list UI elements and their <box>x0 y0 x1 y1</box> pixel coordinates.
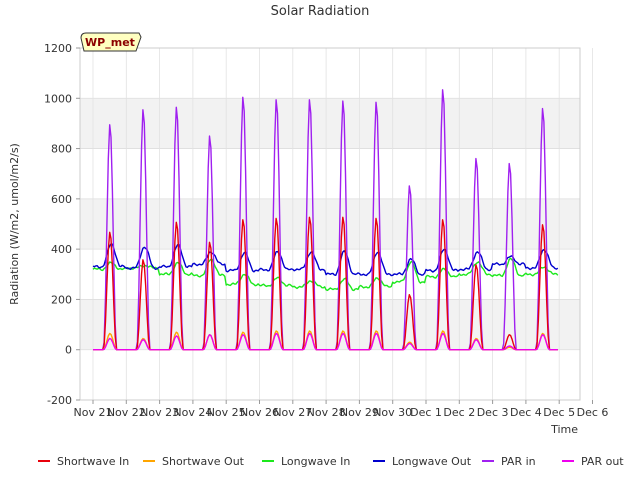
x-tick-label: Dec 6 <box>577 406 609 419</box>
y-tick-label: -200 <box>47 394 72 407</box>
x-tick-label: Nov 29 <box>340 406 379 419</box>
x-tick-label: Nov 28 <box>307 406 346 419</box>
x-tick-label: Dec 3 <box>477 406 509 419</box>
x-tick-label: Dec 2 <box>443 406 475 419</box>
y-tick-label: 0 <box>65 344 72 357</box>
x-tick-label: Nov 23 <box>140 406 179 419</box>
x-tick-label: Nov 25 <box>207 406 246 419</box>
legend-label: Longwave Out <box>392 455 472 468</box>
x-tick-label: Nov 24 <box>173 406 212 419</box>
legend-label: Shortwave In <box>57 455 129 468</box>
plot-border <box>79 47 581 401</box>
y-axis-label: Radiation (W/m2, umol/m2/s) <box>8 143 21 305</box>
x-axis-label: Time <box>550 423 578 436</box>
x-tick-label: Dec 1 <box>410 406 442 419</box>
y-axis-ticks: -200 0 200 400 600 800 1000 1200 <box>44 42 80 407</box>
y-tick-label: 200 <box>51 293 72 306</box>
grid-band <box>80 299 580 350</box>
legend: Shortwave In Shortwave Out Longwave In Long… <box>38 455 624 468</box>
chart-title: Solar Radiation <box>271 4 370 19</box>
x-tick-label: Nov 21 <box>74 406 113 419</box>
x-tick-label: Dec 5 <box>543 406 575 419</box>
grid-band <box>80 98 580 149</box>
y-tick-label: 800 <box>51 143 72 156</box>
legend-label: PAR out <box>581 455 624 468</box>
x-tick-label: Nov 22 <box>107 406 146 419</box>
station-annotation: WP_met <box>80 32 142 52</box>
y-tick-label: 1200 <box>44 42 72 55</box>
series-line-par-out <box>93 332 558 351</box>
x-tick-label: Nov 30 <box>373 406 412 419</box>
y-tick-label: 600 <box>51 193 72 206</box>
x-tick-label: Nov 27 <box>273 406 312 419</box>
annotation-box <box>80 32 142 52</box>
y-tick-label: 1000 <box>44 92 72 105</box>
grid-band <box>80 198 580 250</box>
x-tick-label: Nov 26 <box>240 406 279 419</box>
legend-label: PAR in <box>501 455 536 468</box>
legend-label: Longwave In <box>281 455 350 468</box>
series-line-longwave-out <box>92 243 559 277</box>
legend-label: Shortwave Out <box>162 455 245 468</box>
series-layer <box>92 89 559 351</box>
grid-bands <box>80 98 580 350</box>
y-tick-label: 400 <box>51 243 72 256</box>
annotation-text: WP_met <box>85 36 135 49</box>
x-tick-label: Dec 4 <box>510 406 542 419</box>
